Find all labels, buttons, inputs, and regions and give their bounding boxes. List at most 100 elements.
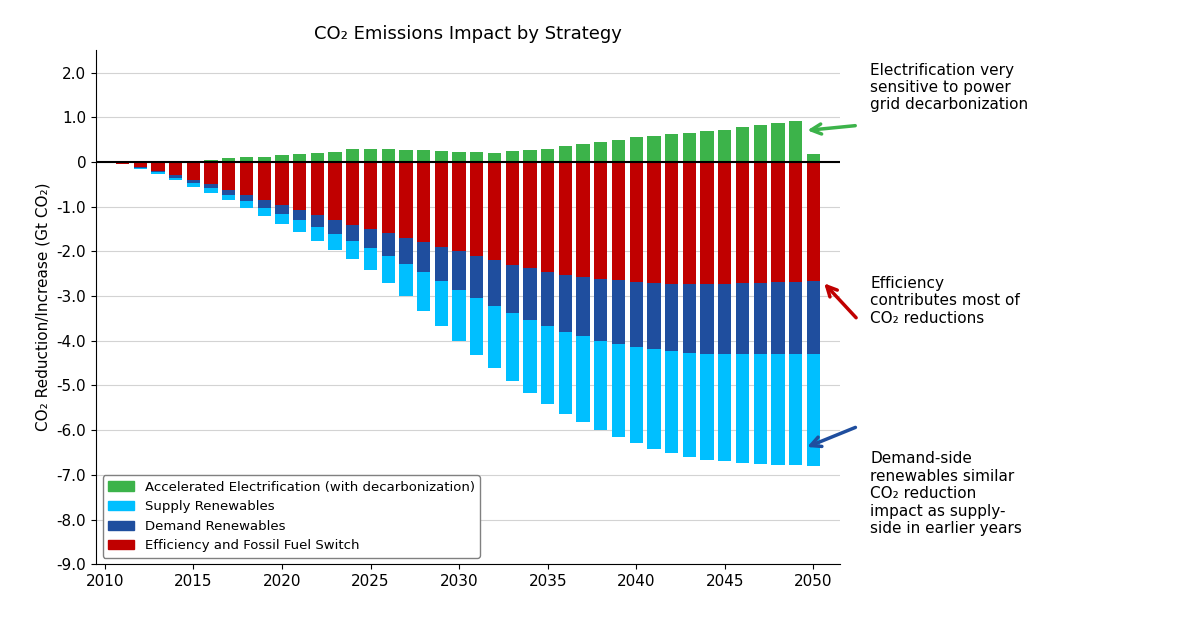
- Bar: [719, 283, 732, 354]
- Bar: [258, 162, 271, 200]
- Bar: [204, 184, 217, 188]
- Bar: [452, 251, 466, 290]
- Bar: [222, 194, 235, 201]
- Bar: [452, 290, 466, 341]
- Bar: [630, 347, 643, 443]
- Bar: [647, 136, 661, 162]
- Y-axis label: CO₂ Reduction/Increase (Gt CO₂): CO₂ Reduction/Increase (Gt CO₂): [36, 183, 50, 431]
- Bar: [612, 140, 625, 162]
- Bar: [683, 162, 696, 284]
- Bar: [382, 233, 395, 256]
- Bar: [576, 336, 589, 422]
- Bar: [683, 353, 696, 457]
- Bar: [576, 162, 589, 277]
- Bar: [647, 162, 661, 283]
- Bar: [400, 264, 413, 296]
- Bar: [594, 142, 607, 162]
- Bar: [806, 354, 820, 466]
- Bar: [488, 306, 502, 369]
- Bar: [772, 282, 785, 354]
- Bar: [311, 162, 324, 215]
- Bar: [470, 256, 484, 298]
- Bar: [434, 281, 448, 325]
- Bar: [347, 241, 360, 260]
- Bar: [665, 352, 678, 453]
- Bar: [400, 162, 413, 238]
- Title: CO₂ Emissions Impact by Strategy: CO₂ Emissions Impact by Strategy: [314, 25, 622, 43]
- Bar: [683, 284, 696, 353]
- Bar: [683, 133, 696, 162]
- Bar: [576, 144, 589, 162]
- Bar: [400, 238, 413, 264]
- Bar: [470, 298, 484, 355]
- Bar: [523, 162, 536, 268]
- Bar: [293, 154, 306, 162]
- Bar: [790, 354, 803, 465]
- Bar: [647, 349, 661, 448]
- Bar: [240, 201, 253, 208]
- Bar: [754, 283, 767, 354]
- Bar: [434, 150, 448, 162]
- Bar: [151, 171, 164, 172]
- Bar: [559, 332, 572, 414]
- Bar: [806, 154, 820, 162]
- Bar: [347, 162, 360, 224]
- Bar: [364, 229, 377, 248]
- Bar: [382, 149, 395, 162]
- Bar: [151, 162, 164, 171]
- Bar: [754, 354, 767, 464]
- Bar: [187, 162, 200, 180]
- Bar: [754, 162, 767, 283]
- Text: Electrification very
sensitive to power
grid decarbonization: Electrification very sensitive to power …: [870, 63, 1028, 112]
- Bar: [418, 150, 431, 162]
- Bar: [701, 284, 714, 354]
- Bar: [275, 155, 289, 162]
- Bar: [523, 320, 536, 393]
- Bar: [736, 127, 749, 162]
- Bar: [612, 344, 625, 437]
- Text: Demand-side
renewables similar
CO₂ reduction
impact as supply-
side in earlier y: Demand-side renewables similar CO₂ reduc…: [870, 451, 1022, 536]
- Bar: [311, 215, 324, 227]
- Legend: Accelerated Electrification (with decarbonization), Supply Renewables, Demand Re: Accelerated Electrification (with decarb…: [102, 475, 480, 557]
- Bar: [559, 275, 572, 332]
- Bar: [187, 161, 200, 162]
- Bar: [665, 162, 678, 283]
- Bar: [347, 224, 360, 241]
- Bar: [400, 150, 413, 162]
- Bar: [311, 227, 324, 241]
- Bar: [434, 162, 448, 247]
- Bar: [736, 162, 749, 283]
- Bar: [470, 152, 484, 162]
- Bar: [240, 157, 253, 162]
- Bar: [293, 162, 306, 210]
- Bar: [418, 243, 431, 272]
- Bar: [665, 134, 678, 162]
- Bar: [347, 149, 360, 162]
- Bar: [559, 162, 572, 275]
- Bar: [772, 354, 785, 465]
- Bar: [275, 205, 289, 214]
- Bar: [488, 260, 502, 306]
- Bar: [772, 162, 785, 282]
- Bar: [222, 162, 235, 189]
- Bar: [222, 159, 235, 162]
- Bar: [701, 354, 714, 460]
- Bar: [541, 162, 554, 272]
- Bar: [719, 130, 732, 162]
- Bar: [594, 162, 607, 279]
- Bar: [169, 162, 182, 176]
- Bar: [594, 340, 607, 430]
- Bar: [418, 272, 431, 311]
- Bar: [382, 256, 395, 283]
- Bar: [204, 188, 217, 192]
- Bar: [541, 327, 554, 404]
- Bar: [790, 282, 803, 354]
- Bar: [559, 146, 572, 162]
- Bar: [204, 162, 217, 184]
- Bar: [169, 177, 182, 180]
- Bar: [169, 176, 182, 177]
- Bar: [452, 152, 466, 162]
- Bar: [719, 162, 732, 283]
- Bar: [311, 153, 324, 162]
- Bar: [364, 162, 377, 229]
